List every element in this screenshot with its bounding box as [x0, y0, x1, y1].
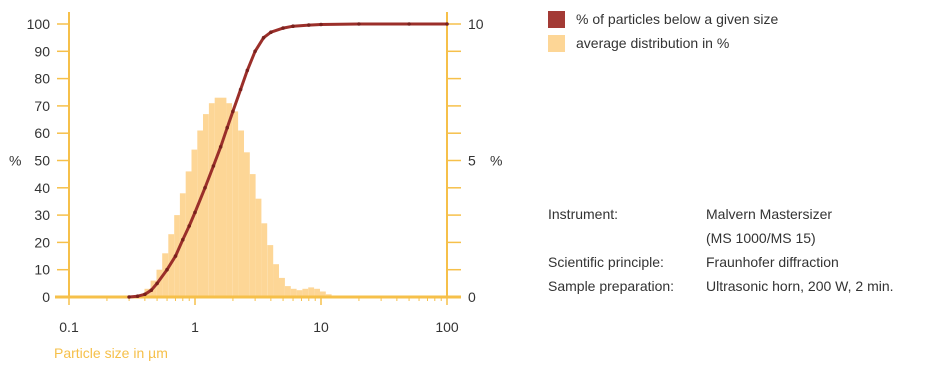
x-tick-label: 100 [435, 319, 459, 335]
distribution-bar [308, 287, 315, 297]
cumulative-point [155, 281, 159, 286]
x-axis-label: Particle size in µm [54, 345, 168, 361]
cumulative-point [203, 186, 207, 190]
cumulative-point [173, 254, 178, 258]
left-tick-label: 20 [34, 234, 50, 250]
cumulative-point [281, 26, 285, 30]
cumulative-point [187, 224, 191, 228]
distribution-bar [302, 288, 309, 297]
info-value: Ultrasonic horn, 200 W, 2 min. [706, 278, 894, 294]
info-row-instrument: Instrument: Malvern Mastersizer [548, 202, 894, 226]
left-axis-unit: % [9, 153, 21, 169]
x-tick-label: 1 [191, 319, 199, 335]
left-tick-label: 90 [34, 43, 50, 59]
chart-legend: % of particles below a given size averag… [548, 8, 778, 56]
info-value: Fraunhofer diffraction [706, 254, 839, 270]
legend-label-cumulative: % of particles below a given size [576, 11, 779, 27]
left-tick-label: 100 [27, 16, 51, 32]
distribution-bar [273, 264, 279, 297]
cumulative-point [253, 49, 257, 54]
right-tick-label: 10 [468, 16, 484, 32]
cumulative-point [165, 267, 169, 272]
info-label: Sample preparation: [548, 278, 675, 294]
cumulative-point [181, 237, 185, 242]
cumulative-point [319, 22, 323, 27]
distribution-bar [284, 286, 291, 297]
cumulative-point [127, 295, 131, 299]
distribution-bar [314, 288, 320, 297]
cumulative-point [211, 164, 216, 168]
cumulative-point [445, 22, 449, 26]
distribution-bar [296, 290, 303, 297]
x-tick-label: 0.1 [59, 319, 79, 335]
distribution-bar [290, 288, 297, 297]
measurement-info: Instrument: Malvern Mastersizer (MS 1000… [548, 202, 894, 298]
left-tick-label: 80 [34, 71, 50, 87]
cumulative-point [143, 292, 147, 297]
info-label: Scientific principle: [548, 254, 664, 270]
info-label: Instrument: [548, 206, 619, 222]
distribution-bar [208, 103, 215, 297]
left-tick-label: 10 [34, 262, 50, 278]
cumulative-point [307, 23, 311, 27]
distribution-bar [191, 149, 198, 297]
x-tick-label: 10 [313, 319, 329, 335]
distribution-bar [232, 111, 239, 298]
left-tick-label: 70 [34, 98, 50, 114]
legend-swatch-distribution [548, 34, 565, 52]
cumulative-point [261, 35, 266, 40]
legend-label-distribution: average distribution in % [576, 35, 730, 51]
distribution-bar [320, 291, 326, 297]
info-row-instrument-model: (MS 1000/MS 15) [548, 226, 894, 250]
distribution-bar [255, 198, 262, 297]
distribution-bar [261, 223, 268, 297]
cumulative-point [407, 22, 411, 26]
distribution-bar [226, 103, 233, 297]
cumulative-point [291, 24, 295, 29]
cumulative-point [238, 87, 243, 92]
info-row-preparation: Sample preparation: Ultrasonic horn, 200… [548, 274, 894, 298]
info-row-principle: Scientific principle: Fraunhofer diffrac… [548, 250, 894, 274]
cumulative-point [231, 109, 235, 114]
right-tick-label: 0 [468, 289, 476, 305]
distribution-bar [185, 171, 192, 297]
distribution-bar [244, 152, 250, 297]
legend-swatch-cumulative [548, 10, 565, 28]
distribution-bar [162, 253, 169, 297]
distribution-bar [267, 245, 274, 297]
left-tick-label: 40 [34, 180, 50, 196]
distribution-bar [179, 193, 186, 297]
distribution-bar [249, 174, 256, 297]
distribution-bar [214, 97, 221, 297]
cumulative-point [193, 210, 197, 215]
distribution-bar [197, 130, 203, 297]
distribution-bar [279, 277, 285, 297]
distribution-bar [203, 114, 209, 297]
right-axis-unit: % [490, 153, 502, 169]
legend-item-distribution: average distribution in % [548, 32, 778, 54]
left-tick-label: 50 [34, 153, 50, 169]
right-tick-label: 5 [468, 153, 476, 169]
cumulative-point [269, 30, 273, 34]
legend-item-cumulative: % of particles below a given size [548, 8, 778, 30]
particle-size-chart: 0 10 20 30 40 50 60 70 80 90 100% 0 5 10% 0.1 1 10 100 Par… [9, 12, 502, 361]
info-label [548, 226, 706, 250]
distribution-bar [238, 130, 244, 297]
cumulative-point [149, 288, 154, 293]
info-value: Malvern Mastersizer [706, 206, 833, 222]
distribution-bar [156, 269, 163, 297]
left-tick-label: 0 [42, 289, 50, 305]
cumulative-point [245, 68, 250, 73]
info-value: (MS 1000/MS 15) [706, 230, 816, 246]
cumulative-point [135, 294, 140, 299]
cumulative-point [218, 145, 223, 149]
left-tick-label: 30 [34, 207, 50, 223]
cumulative-point [357, 22, 361, 26]
left-tick-label: 60 [34, 125, 50, 141]
cumulative-point [225, 125, 229, 130]
distribution-bar [220, 97, 227, 297]
